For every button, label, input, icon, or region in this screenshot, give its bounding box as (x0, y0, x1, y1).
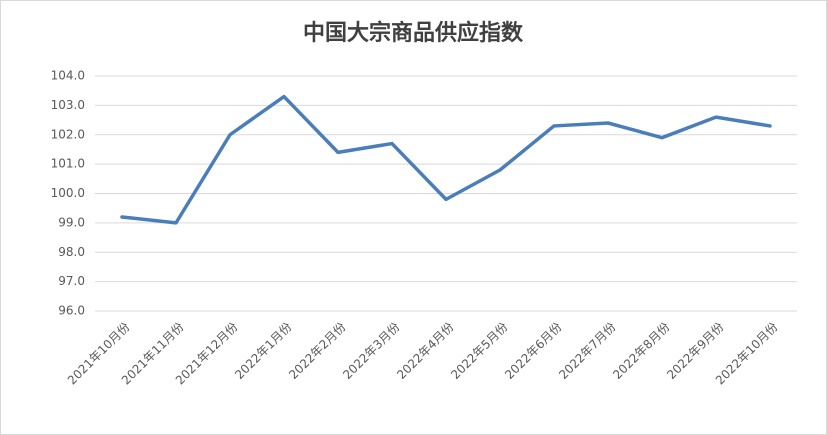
y-tick-label: 97.0 (58, 274, 85, 288)
y-tick-label: 100.0 (51, 186, 85, 200)
y-tick-label: 96.0 (58, 304, 85, 318)
y-tick-label: 101.0 (51, 157, 85, 171)
y-tick-label: 98.0 (58, 245, 85, 259)
y-tick-label: 104.0 (51, 69, 85, 83)
y-tick-label: 99.0 (58, 215, 85, 229)
data-line (120, 94, 772, 225)
chart-title: 中国大宗商品供应指数 (303, 20, 524, 46)
y-tick-label: 103.0 (51, 98, 85, 112)
y-tick-label: 102.0 (51, 127, 85, 141)
